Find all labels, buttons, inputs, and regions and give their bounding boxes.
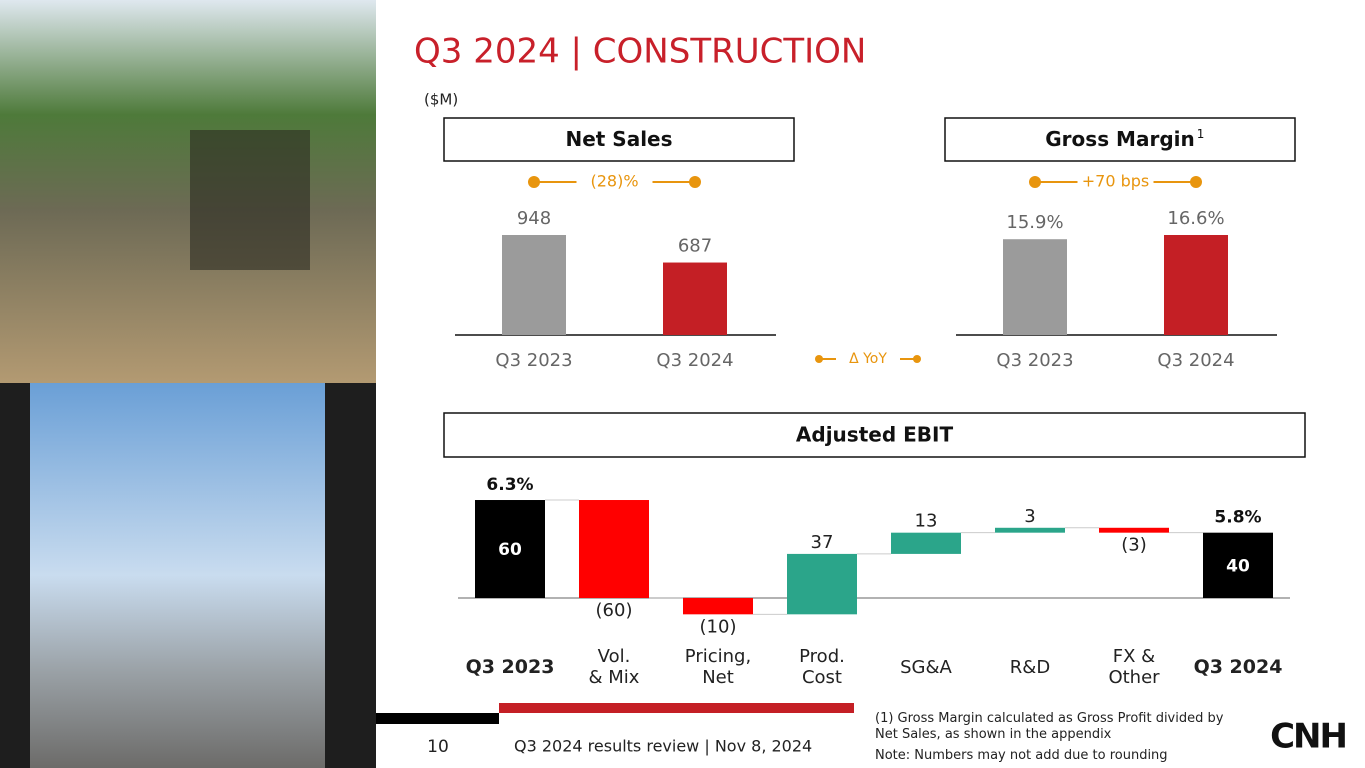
legend-label: Δ YoY <box>849 351 887 367</box>
waterfall-bar <box>683 598 753 615</box>
x-tick-label: Q3 2023 <box>465 655 555 678</box>
waterfall-bar <box>787 553 857 615</box>
value-label: (60) <box>596 600 633 621</box>
value-label: 687 <box>678 236 712 257</box>
waterfall-bar <box>995 527 1065 533</box>
value-label: 3 <box>1024 506 1035 527</box>
value-label: (10) <box>700 616 737 637</box>
value-label: 13 <box>915 511 938 532</box>
section-header-box <box>443 412 1306 458</box>
value-label: 60 <box>498 540 522 560</box>
delta-label: (28)% <box>590 172 638 191</box>
logo: CNH <box>1270 717 1346 757</box>
waterfall-bar <box>1203 532 1273 598</box>
value-label: 16.6% <box>1167 208 1224 229</box>
waterfall-bar <box>475 500 545 598</box>
value-label: (3) <box>1121 535 1147 556</box>
x-tick-label: R&D <box>1009 656 1051 678</box>
value-label: 40 <box>1226 556 1250 576</box>
footer-bar-red <box>499 703 854 713</box>
footnote: (1) Gross Margin calculated as Gross Pro… <box>875 711 1224 742</box>
photo-handshake <box>0 383 376 768</box>
delta-gap <box>1077 172 1154 192</box>
section-header: Net Sales <box>565 127 672 151</box>
legend-dot <box>913 355 921 363</box>
delta-dot <box>528 176 540 188</box>
delta-label: +70 bps <box>1082 172 1150 191</box>
section-header: Adjusted EBIT <box>796 423 954 447</box>
bar <box>1164 235 1228 335</box>
margin-label: 6.3% <box>486 475 533 495</box>
photo-machine <box>190 130 310 270</box>
waterfall-bar <box>891 532 961 554</box>
waterfall-bar <box>579 500 649 598</box>
slide-title: Q3 2024 | CONSTRUCTION <box>414 32 866 72</box>
x-tick-label: SG&A <box>900 656 952 678</box>
delta-dot <box>1190 176 1202 188</box>
unit-label: ($M) <box>424 91 458 109</box>
section-header-box <box>443 117 795 162</box>
margin-label: 5.8% <box>1214 508 1261 528</box>
value-label: 37 <box>811 532 834 553</box>
value-label: 948 <box>517 208 551 229</box>
x-tick-label: Vol. & Mix <box>588 646 640 688</box>
delta-dot <box>1029 176 1041 188</box>
header-superscript: 1 <box>1197 127 1205 141</box>
footer-bar-black <box>376 713 499 724</box>
bar <box>1003 239 1067 335</box>
section-header: Gross Margin <box>1045 127 1194 151</box>
x-tick-label: Q3 2024 <box>656 350 733 371</box>
value-label: 15.9% <box>1006 212 1063 233</box>
footnote: Note: Numbers may not add due to roundin… <box>875 748 1168 763</box>
photo-door-left <box>0 383 30 768</box>
legend-dot <box>815 355 823 363</box>
x-tick-label: Q3 2023 <box>996 350 1073 371</box>
photo-door-right <box>325 383 376 768</box>
x-tick-label: Prod. Cost <box>799 646 845 688</box>
x-tick-label: Q3 2023 <box>495 350 572 371</box>
x-tick-label: FX & Other <box>1108 646 1160 688</box>
waterfall-bar <box>1099 527 1169 533</box>
page-number: 10 <box>427 737 449 757</box>
section-header-box <box>944 117 1296 162</box>
legend-gap <box>836 349 900 369</box>
bar <box>663 262 727 335</box>
x-tick-label: Q3 2024 <box>1157 350 1234 371</box>
photo-loader <box>0 0 376 383</box>
x-tick-label: Q3 2024 <box>1193 655 1283 678</box>
x-tick-label: Pricing, Net <box>684 646 752 688</box>
delta-dot <box>689 176 701 188</box>
bar <box>502 235 566 335</box>
footer-text: Q3 2024 results review | Nov 8, 2024 <box>514 737 812 756</box>
delta-gap <box>576 172 653 192</box>
